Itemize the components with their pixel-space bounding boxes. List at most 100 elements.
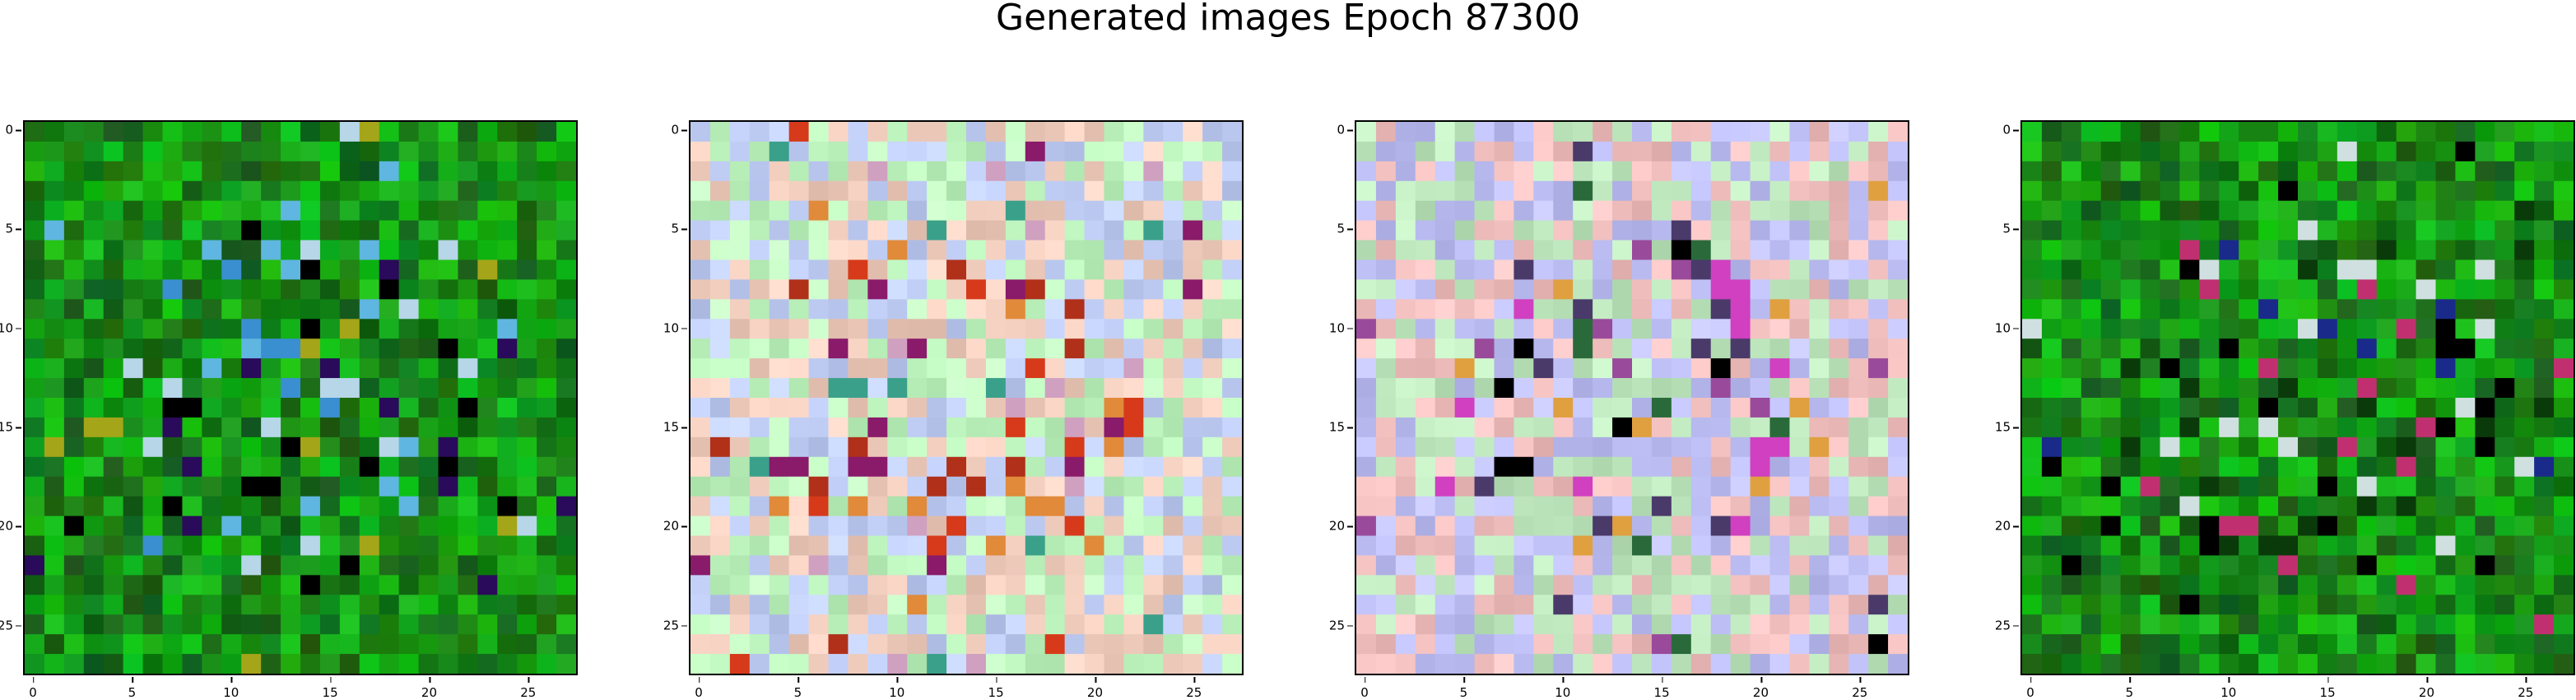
image-pixel [537, 398, 556, 418]
image-pixel [2534, 358, 2554, 378]
image-pixel [2219, 477, 2239, 497]
image-pixel [1770, 378, 1790, 398]
image-pixel [1183, 279, 1202, 299]
image-pixel [730, 338, 750, 358]
image-pixel [439, 654, 458, 674]
image-pixel [340, 516, 360, 536]
image-pixel [1085, 555, 1104, 575]
image-pixel [710, 299, 730, 319]
image-pixel [143, 378, 163, 398]
image-pixel [946, 142, 966, 161]
image-pixel [64, 201, 84, 221]
image-pixel [927, 418, 946, 437]
image-pixel [64, 221, 84, 240]
image-pixel [1396, 634, 1416, 654]
image-pixel [710, 536, 730, 556]
image-pixel [2179, 161, 2199, 181]
image-pixel [770, 634, 789, 654]
image-pixel [2179, 221, 2199, 240]
image-pixel [2298, 457, 2318, 477]
image-pixel [2475, 398, 2495, 418]
image-pixel [1416, 201, 1435, 221]
image-pixel [2258, 477, 2278, 497]
image-pixel [1652, 279, 1672, 299]
image-pixel [1533, 279, 1553, 299]
image-pixel [2239, 437, 2258, 457]
image-pixel [44, 260, 64, 280]
image-pixel [419, 201, 439, 221]
image-pixel [2495, 221, 2514, 240]
image-pixel [2179, 201, 2199, 221]
image-pixel [1045, 299, 1065, 319]
image-pixel [281, 437, 300, 457]
image-pixel [104, 595, 123, 614]
image-pixel [2495, 536, 2514, 556]
image-pixel [1475, 142, 1495, 161]
image-pixel [399, 418, 419, 437]
image-pixel [1085, 634, 1104, 654]
image-pixel [379, 221, 399, 240]
image-pixel [848, 161, 867, 181]
image-pixel [1691, 575, 1711, 595]
image-pixel [1888, 437, 1908, 457]
image-pixel [2199, 516, 2219, 536]
x-tick-label: 25 [1852, 687, 1867, 699]
image-pixel [1829, 221, 1848, 240]
image-pixel [1632, 181, 1652, 201]
image-pixel [2062, 516, 2081, 536]
image-pixel [1652, 299, 1672, 319]
image-pixel [1455, 418, 1475, 437]
image-pixel [1123, 142, 1143, 161]
image-pixel [1751, 122, 1770, 142]
image-pixel [2160, 457, 2180, 477]
image-pixel [2278, 181, 2298, 201]
image-pixel [1848, 595, 1868, 614]
image-pixel [2397, 378, 2416, 398]
image-pixel [439, 221, 458, 240]
image-pixel [848, 240, 867, 260]
image-pixel [2179, 279, 2199, 299]
image-pixel [439, 437, 458, 457]
image-pixel [789, 181, 809, 201]
image-pixel [1495, 634, 1514, 654]
image-pixel [1163, 497, 1183, 516]
image-pixel [887, 497, 907, 516]
image-pixel [2258, 142, 2278, 161]
image-pixel [1691, 555, 1711, 575]
image-pixel [2141, 221, 2160, 240]
image-pixel [986, 122, 1006, 142]
image-pixel [1396, 477, 1416, 497]
image-pixel [770, 555, 789, 575]
image-pixel [2416, 398, 2436, 418]
image-pixel [1652, 161, 1672, 181]
image-pixel [1006, 240, 1025, 260]
image-pixel [143, 634, 163, 654]
image-pixel [1711, 260, 1731, 280]
x-tick-label: 0 [2026, 687, 2034, 699]
image-pixel [730, 240, 750, 260]
image-pixel [1396, 555, 1416, 575]
image-pixel [1514, 575, 1533, 595]
image-pixel [1789, 457, 1809, 477]
image-pixel [261, 122, 281, 142]
image-pixel [163, 319, 183, 338]
image-pixel [1045, 437, 1065, 457]
image-pixel [439, 634, 458, 654]
image-pixel [2534, 279, 2554, 299]
image-pixel [2239, 319, 2258, 338]
image-pixel [1770, 516, 1790, 536]
y-tick-label: 10 [1329, 322, 1345, 334]
image-pixel [399, 614, 419, 634]
image-pixel [104, 201, 123, 221]
image-pixel [1593, 142, 1612, 161]
image-pixel [1731, 398, 1751, 418]
image-pixel [2101, 437, 2121, 457]
image-pixel [2081, 536, 2101, 556]
image-pixel [2199, 221, 2219, 240]
image-pixel [1829, 536, 1848, 556]
image-pixel [497, 319, 517, 338]
image-pixel [2455, 378, 2475, 398]
image-pixel [1514, 279, 1533, 299]
image-pixel [163, 477, 183, 497]
image-pixel [1848, 181, 1868, 201]
